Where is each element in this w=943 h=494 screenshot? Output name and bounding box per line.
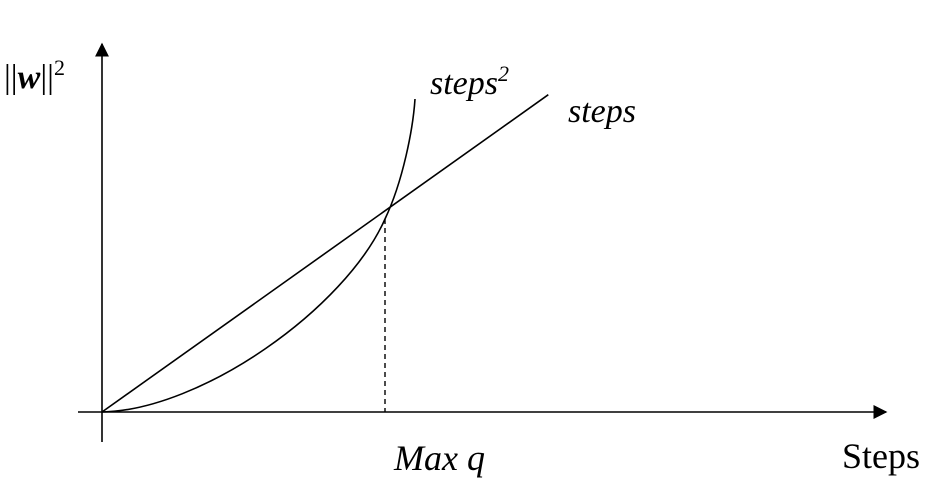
series-label-steps-squared: steps2 <box>430 61 509 102</box>
y-axis-label-bars-left: || <box>4 59 18 96</box>
y-axis-label-variable: w <box>18 59 41 96</box>
x-marker-label: Max q <box>393 438 485 478</box>
y-axis-label-bars-right: || <box>40 59 54 96</box>
series-layer <box>102 95 548 412</box>
series-label-steps: steps <box>568 93 636 130</box>
series-line-steps <box>102 95 548 412</box>
y-axis-label-exponent: 2 <box>54 55 65 80</box>
y-axis-label: ||w||2 <box>4 55 65 96</box>
series-label-steps-squared-base: steps <box>430 65 498 102</box>
x-axis-label: Steps <box>842 436 920 476</box>
series-label-steps-squared-exponent: 2 <box>498 61 509 86</box>
series-line-steps-squared <box>102 99 415 412</box>
